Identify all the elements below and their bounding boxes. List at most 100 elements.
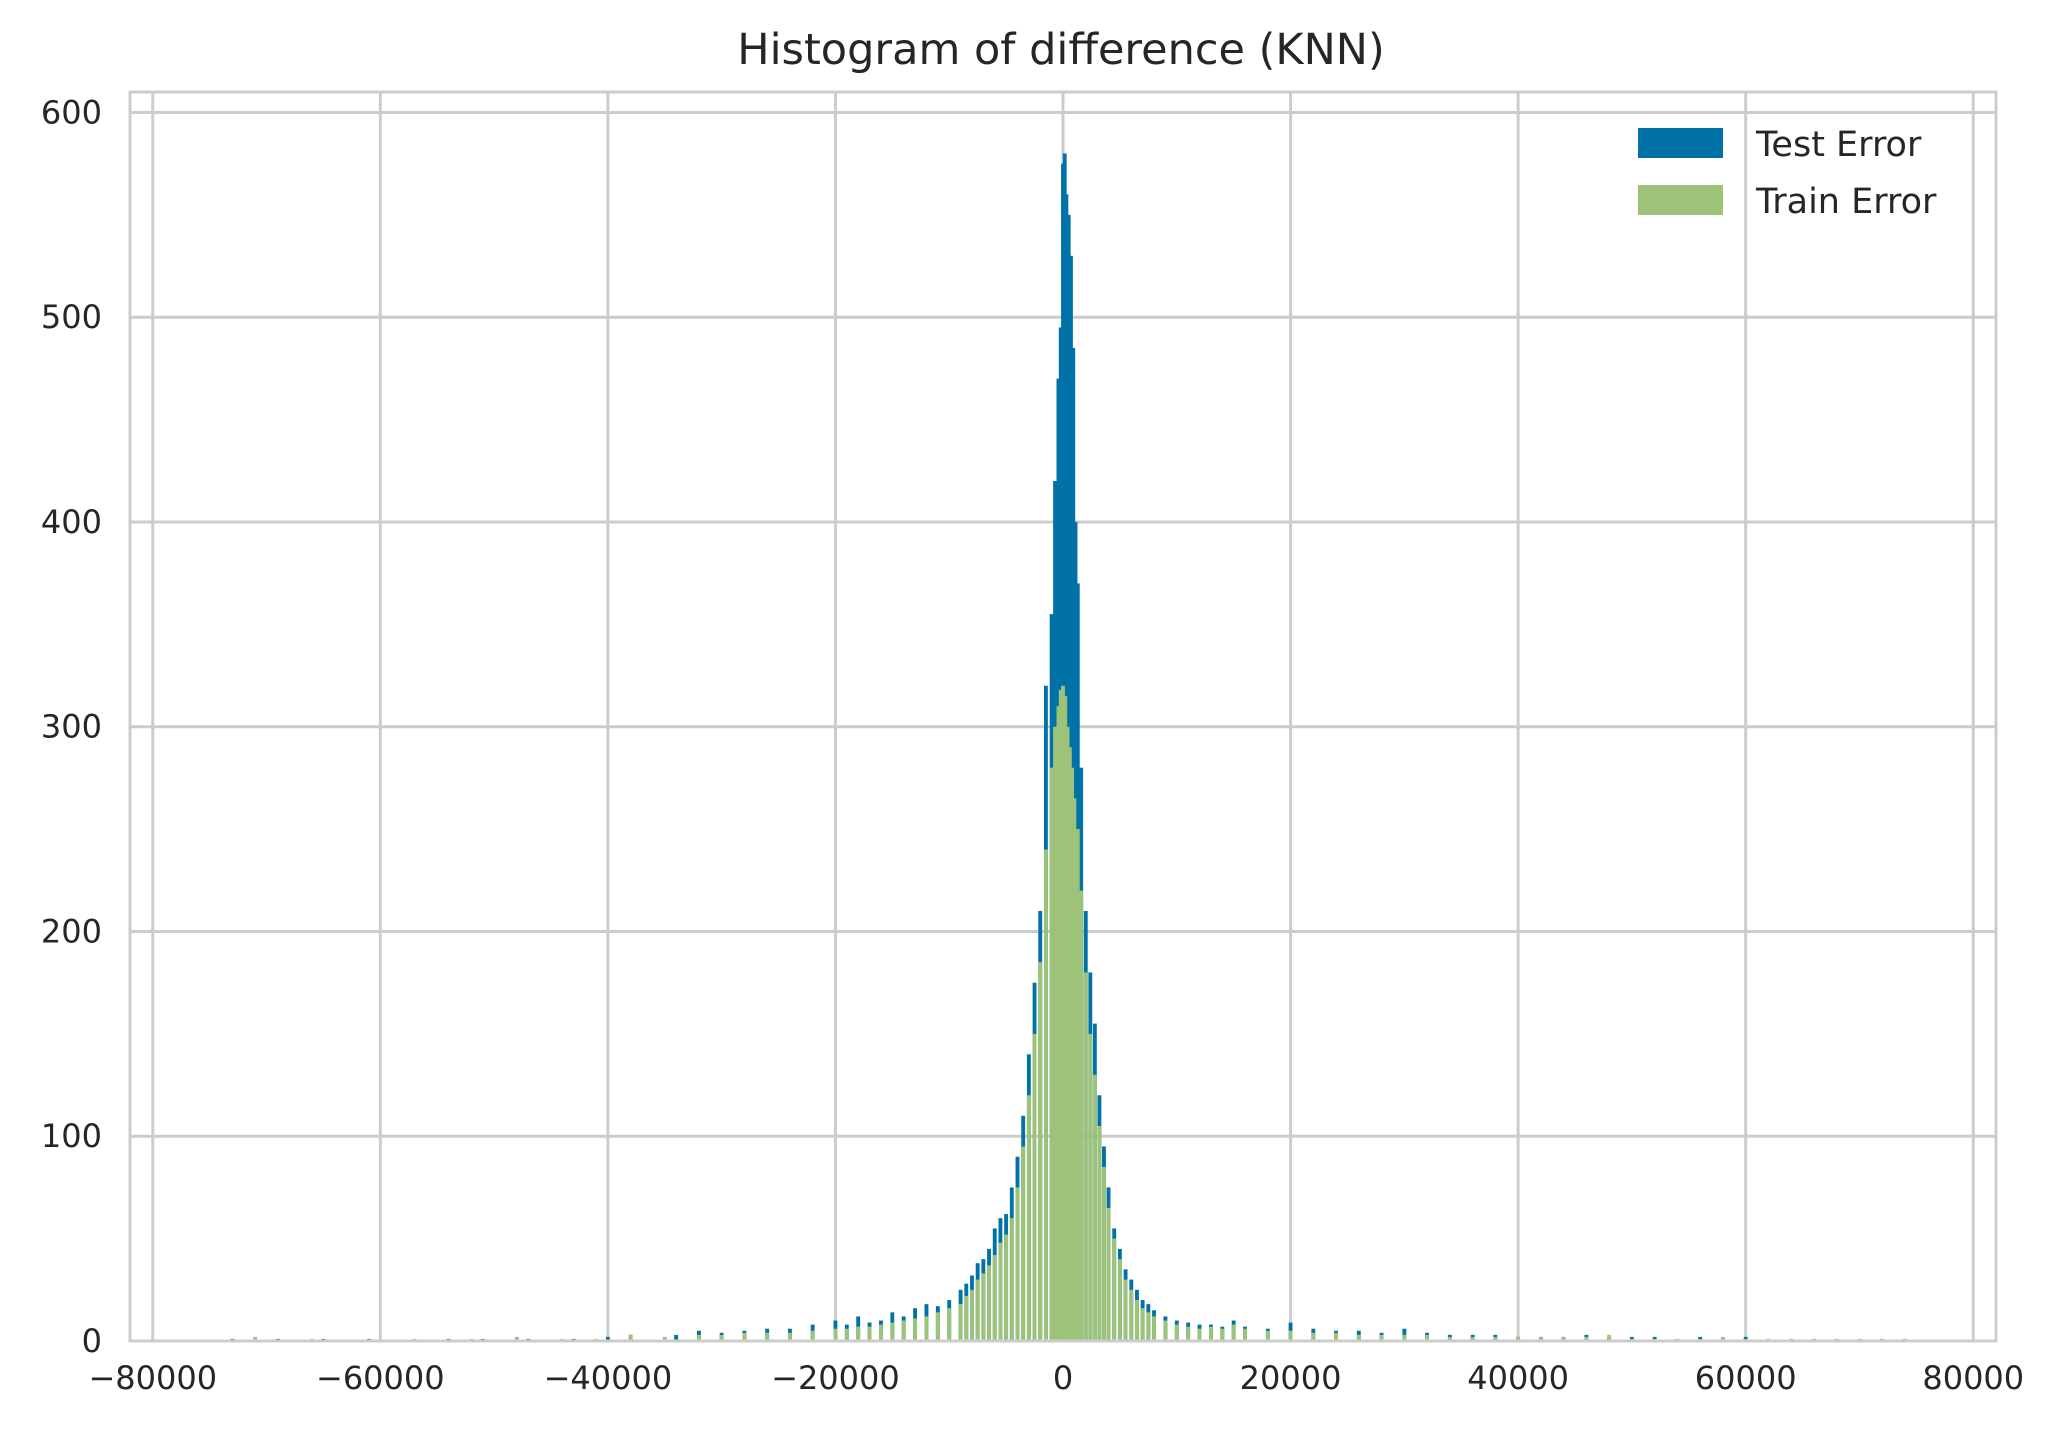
histogram-bar (1311, 1332, 1316, 1341)
histogram-bar (833, 1328, 838, 1341)
histogram-bar (1026, 1095, 1031, 1341)
legend-swatch-train-error (1638, 185, 1723, 215)
histogram-bar (765, 1332, 770, 1341)
histogram-bar (1493, 1336, 1498, 1341)
histogram-bar (1117, 1259, 1122, 1341)
histogram-bar (1065, 726, 1070, 1341)
histogram-bar (1516, 1336, 1521, 1341)
histogram-bar (514, 1336, 519, 1341)
histogram-bar (1092, 1074, 1097, 1341)
histogram-bar (901, 1320, 906, 1341)
histogram-bar (981, 1273, 986, 1341)
histogram-bar (674, 1334, 679, 1341)
histogram-bar (1056, 706, 1061, 1341)
histogram-bar (1698, 1336, 1703, 1341)
histogram-bar (924, 1316, 929, 1341)
x-tick-label: −60000 (316, 1359, 445, 1397)
histogram-bar (1102, 1166, 1106, 1341)
histogram-bar (1049, 767, 1054, 1341)
histogram-bar (1231, 1324, 1236, 1341)
x-tick-label: −80000 (88, 1359, 217, 1397)
histogram-bar (947, 1308, 952, 1341)
histogram-bar (1015, 1187, 1020, 1341)
histogram-bar (975, 1279, 980, 1341)
histogram-bar (1356, 1334, 1361, 1341)
histogram-bar (1607, 1334, 1612, 1341)
histogram-bar (1112, 1238, 1117, 1341)
histogram-bar (998, 1242, 1003, 1341)
histogram-bar (992, 1255, 997, 1341)
chart-title: Histogram of difference (KNN) (737, 25, 1384, 75)
histogram-bar (1720, 1336, 1725, 1341)
y-tick-label: 0 (82, 1322, 102, 1360)
histogram-bar (1106, 1207, 1111, 1341)
x-tick-label: 20000 (1240, 1359, 1342, 1397)
legend: Test Error Train Error (1638, 125, 1937, 222)
histogram-bar (662, 1336, 667, 1341)
histogram-bar (867, 1326, 872, 1341)
histogram-bar (787, 1332, 792, 1341)
histogram-bar (1004, 1234, 1009, 1341)
histogram-bar (1070, 767, 1075, 1341)
y-tick-label: 600 (41, 93, 102, 131)
series-train-error (253, 685, 1907, 1341)
histogram-bar (935, 1312, 940, 1341)
x-tick-label: −20000 (771, 1359, 900, 1397)
legend-label-train-error: Train Error (1755, 182, 1937, 222)
histogram-bar (1208, 1326, 1213, 1341)
histogram-bar (742, 1332, 747, 1341)
histogram-bar (1652, 1336, 1657, 1341)
histogram-bar (1538, 1336, 1543, 1341)
x-tick-label: 80000 (1922, 1359, 2024, 1397)
histogram-bar (1123, 1279, 1128, 1341)
histogram-bar (879, 1324, 883, 1341)
histogram-bar (1174, 1324, 1179, 1341)
histogram-bar (1220, 1328, 1225, 1341)
histogram-bar (810, 1330, 815, 1341)
histogram-bar (1152, 1316, 1156, 1341)
histogram-bar (696, 1334, 701, 1341)
histogram-bar (1097, 1126, 1102, 1341)
histogram-bar (970, 1289, 974, 1341)
histogram-bar (1067, 747, 1072, 1341)
histogram-bar (1079, 890, 1084, 1341)
legend-swatch-test-error (1638, 128, 1723, 158)
histogram-bar (1629, 1336, 1634, 1341)
histogram-bar (1584, 1336, 1589, 1341)
histogram-bar (1402, 1334, 1407, 1341)
plot-area: −80000 −60000 −40000 −20000 0 20000 40000 60000… (41, 90, 2024, 1397)
histogram-bar (1075, 829, 1080, 1341)
histogram-bar (1043, 849, 1048, 1341)
histogram-bar (1265, 1330, 1270, 1341)
histogram-bar (1038, 962, 1043, 1341)
histogram-bar (1163, 1320, 1168, 1341)
x-tick-label: 0 (1053, 1359, 1073, 1397)
y-tick-label: 100 (41, 1117, 102, 1155)
histogram-bar (1743, 1336, 1748, 1341)
histogram-bar (1088, 1033, 1093, 1341)
histogram-bar (1032, 1033, 1037, 1341)
histogram-bar (1186, 1326, 1191, 1341)
histogram-bar (856, 1326, 861, 1341)
histogram-bar (605, 1336, 610, 1341)
histogram-bar (1053, 726, 1057, 1341)
histogram-bar (1058, 689, 1063, 1341)
histogram-bar (1135, 1300, 1139, 1341)
x-tick-label: 60000 (1695, 1359, 1797, 1397)
histogram-bar (1425, 1334, 1430, 1341)
histogram-bar (1561, 1336, 1566, 1341)
histogram-bar (987, 1265, 991, 1341)
histogram-bar (1009, 1218, 1014, 1341)
histogram-bar (1470, 1336, 1475, 1341)
histogram-bar (1379, 1334, 1384, 1341)
y-tick-label: 200 (41, 912, 102, 950)
histogram-bar (1197, 1328, 1202, 1341)
histogram-bar (1072, 798, 1077, 1341)
histogram-bar (844, 1328, 849, 1341)
y-tick-label: 400 (41, 503, 102, 541)
x-tick-label: 40000 (1467, 1359, 1569, 1397)
histogram-bar (1140, 1308, 1145, 1341)
histogram-bar (1146, 1312, 1151, 1341)
histogram-bar (913, 1318, 918, 1341)
